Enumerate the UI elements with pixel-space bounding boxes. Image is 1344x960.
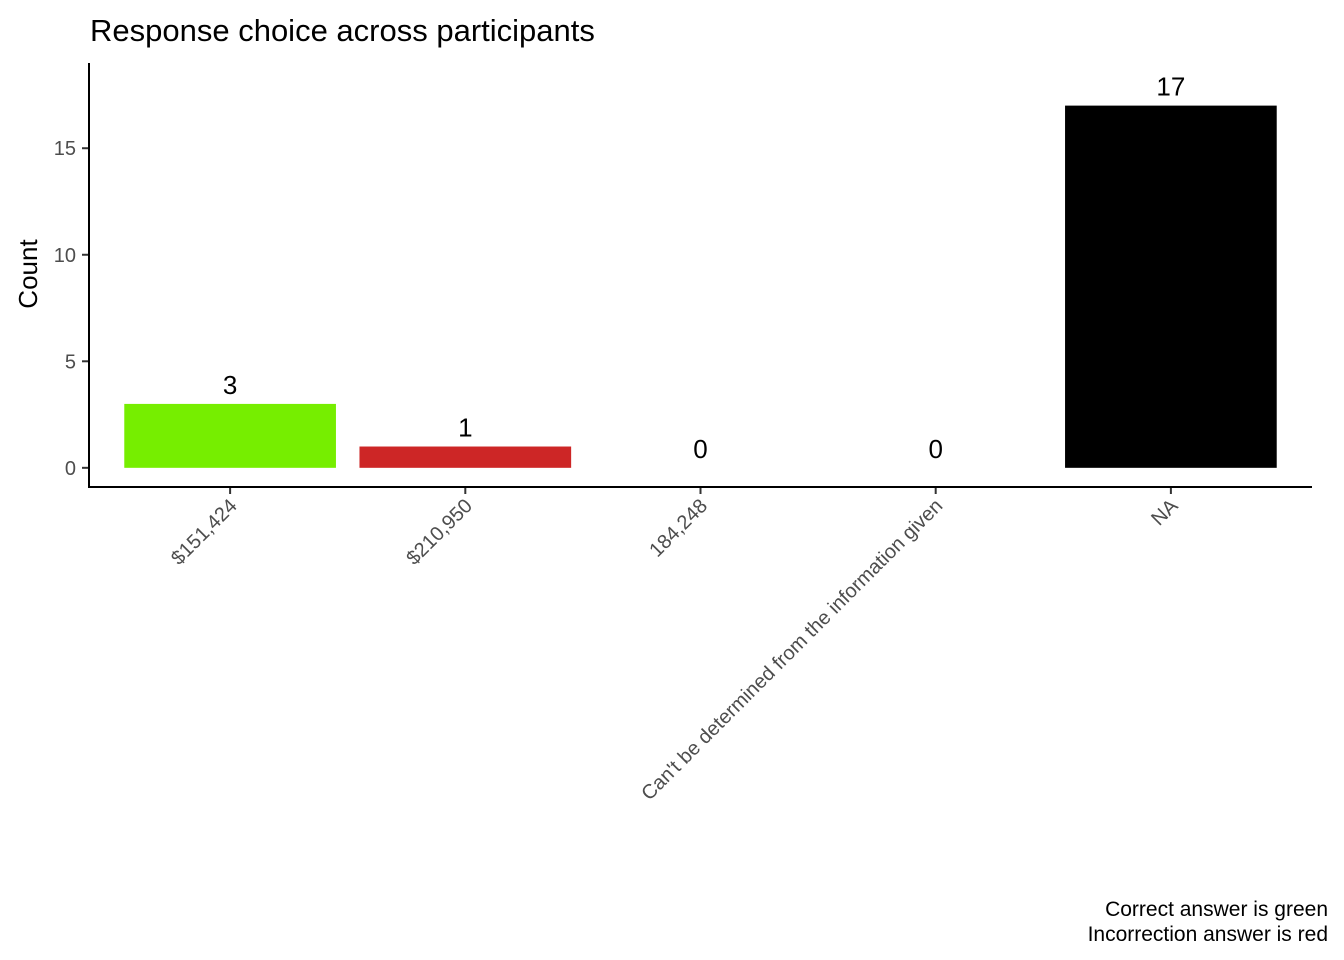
y-axis-label: Count bbox=[13, 239, 43, 309]
data-label-2: 1 bbox=[458, 413, 472, 443]
y-tick-label-10: 10 bbox=[54, 245, 76, 267]
x-tick-label-1: $151,424 bbox=[167, 495, 242, 570]
y-tick-label-5: 5 bbox=[65, 351, 76, 373]
bars-layer bbox=[124, 105, 1277, 468]
y-tick-label-15: 15 bbox=[54, 138, 76, 160]
x-tick-label-3: 184,248 bbox=[645, 495, 712, 562]
x-tick-label-5: NA bbox=[1147, 495, 1183, 531]
chart-title: Response choice across participants bbox=[90, 13, 595, 48]
data-label-4: 0 bbox=[928, 434, 942, 464]
data-labels-layer: 3 1 0 0 17 bbox=[223, 72, 1185, 464]
data-label-1: 3 bbox=[223, 370, 237, 400]
x-tick-label-2: $210,950 bbox=[402, 495, 477, 570]
bar-1 bbox=[124, 403, 336, 468]
y-axis-ticks: 0 5 10 15 bbox=[54, 138, 89, 480]
x-tick-label-4: Can't be determined from the information… bbox=[637, 495, 947, 805]
data-label-5: 17 bbox=[1156, 72, 1185, 102]
bar-5 bbox=[1065, 105, 1277, 468]
y-tick-label-0: 0 bbox=[65, 458, 76, 480]
caption-line-1: Correct answer is green bbox=[1105, 898, 1328, 921]
data-label-3: 0 bbox=[693, 434, 707, 464]
bar-2 bbox=[359, 446, 572, 468]
caption-line-2: Incorrection answer is red bbox=[1088, 923, 1328, 946]
